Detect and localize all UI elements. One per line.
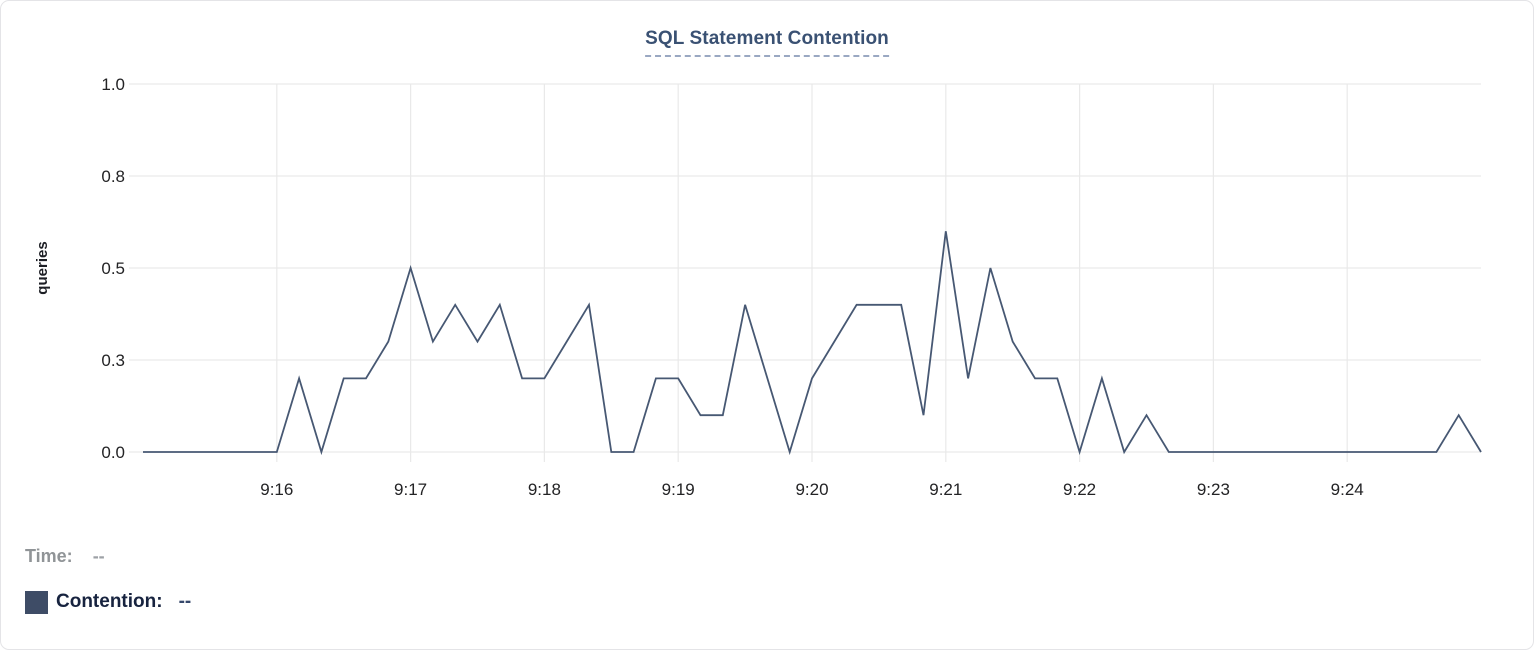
x-axis-tick-label: 9:16: [260, 480, 293, 499]
x-axis-tick-label: 9:21: [929, 480, 962, 499]
y-axis-tick-label: 0.8: [101, 167, 125, 186]
chart-legend: Time: -- Contention: --: [25, 544, 625, 614]
contention-value: --: [178, 591, 192, 612]
x-axis-tick-label: 9:19: [662, 480, 695, 499]
x-axis-tick-label: 9:23: [1197, 480, 1230, 499]
x-axis-tick-label: 9:22: [1063, 480, 1096, 499]
time-label: Time:: [25, 545, 73, 566]
time-value: --: [92, 545, 105, 566]
x-axis-tick-label: 9:18: [528, 480, 561, 499]
legend-contention-row[interactable]: Contention: --: [25, 590, 625, 614]
contention-label: Contention:: [56, 591, 163, 612]
contention-line: [143, 231, 1482, 456]
x-axis-tick-label: 9:24: [1331, 480, 1364, 499]
chart-title[interactable]: SQL Statement Contention: [645, 28, 889, 57]
y-axis-tick-label: 0.0: [101, 443, 125, 462]
contention-swatch-icon: [25, 590, 48, 614]
legend-time-row: Time: --: [25, 544, 625, 568]
y-axis-tick-label: 1.0: [101, 75, 125, 94]
x-axis-tick-label: 9:17: [394, 480, 427, 499]
y-axis-title: queries: [34, 241, 51, 294]
y-axis-tick-label: 0.5: [101, 259, 125, 278]
x-axis-tick-label: 9:20: [795, 480, 828, 499]
y-axis-tick-label: 0.3: [101, 351, 125, 370]
